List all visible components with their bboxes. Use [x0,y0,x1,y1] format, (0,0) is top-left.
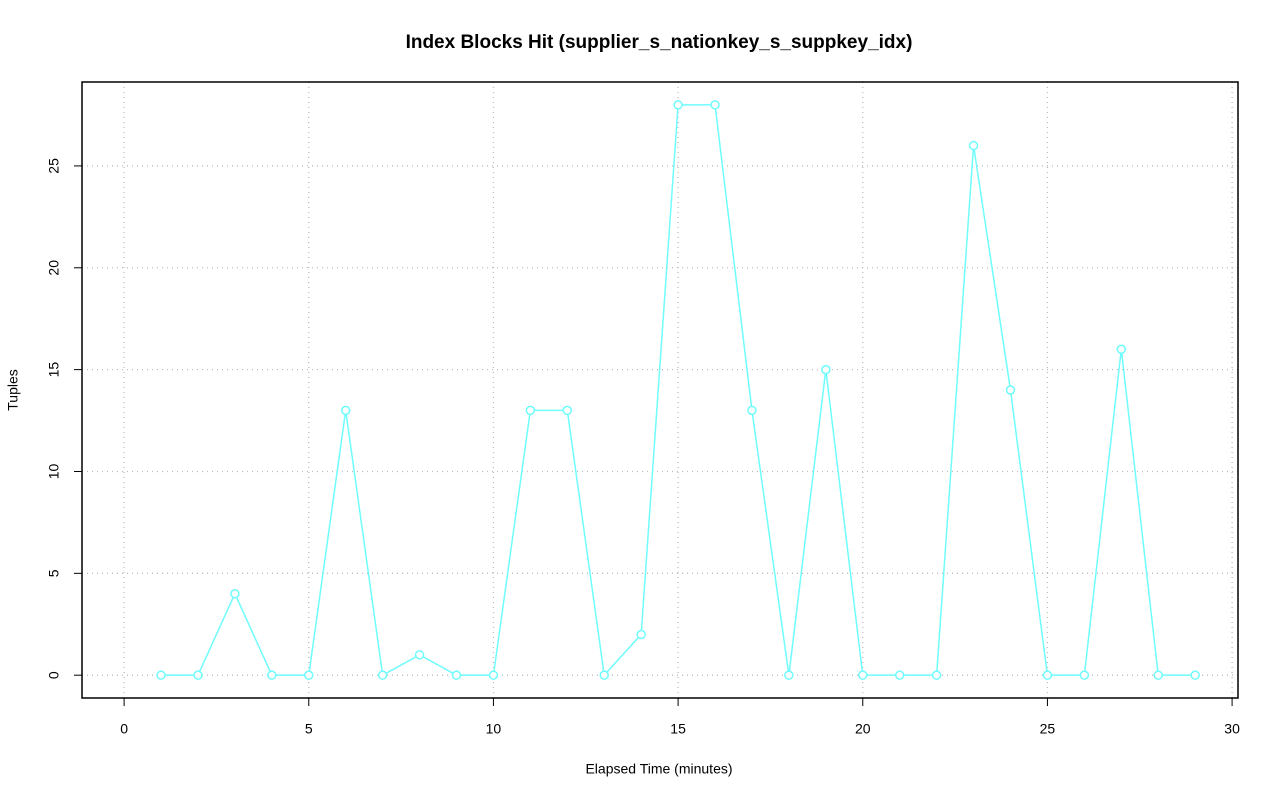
y-tick-label: 0 [46,671,62,679]
data-point [1079,670,1090,680]
y-tick-label: 5 [46,569,62,577]
x-tick-label: 15 [670,721,686,737]
data-point [599,670,609,680]
x-tick-label: 20 [855,721,871,737]
data-point [377,670,388,680]
data-point [1153,670,1163,680]
data-point [636,629,646,640]
chart-title: Index Blocks Hit (supplier_s_nationkey_s… [406,32,913,53]
x-tick-label: 25 [1040,721,1056,737]
data-point [156,670,166,680]
data-point [1042,670,1053,680]
data-point [821,364,831,375]
data-point [451,670,462,680]
y-tick-label: 20 [46,260,62,276]
data-point [230,588,240,599]
series-line [161,104,1196,677]
data-point [931,670,942,680]
data-point [673,100,683,110]
data-point [710,100,720,110]
data-point [304,670,314,680]
data-point [1116,344,1127,355]
data-point [1190,670,1200,680]
data-point [1005,385,1016,395]
data-point [894,670,905,680]
data-point [858,670,868,680]
data-point [784,670,794,680]
y-tick-label: 25 [46,158,62,174]
plot-frame [81,81,1239,699]
data-point [267,670,277,680]
data-point [525,405,536,416]
x-tick-label: 0 [120,721,128,737]
data-point [488,670,499,680]
y-tick-label: 10 [46,463,62,479]
x-tick-label: 10 [486,721,502,737]
x-tick-label: 5 [305,721,313,737]
data-point [414,650,425,660]
data-point [193,670,203,680]
y-axis-label: Tuples [5,369,21,411]
data-point [562,405,573,416]
x-tick-label: 30 [1224,721,1240,737]
y-tick-label: 15 [46,362,62,378]
data-point [340,405,351,416]
data-point [747,405,757,416]
x-axis-label: Elapsed Time (minutes) [585,761,732,777]
data-point [968,140,979,151]
